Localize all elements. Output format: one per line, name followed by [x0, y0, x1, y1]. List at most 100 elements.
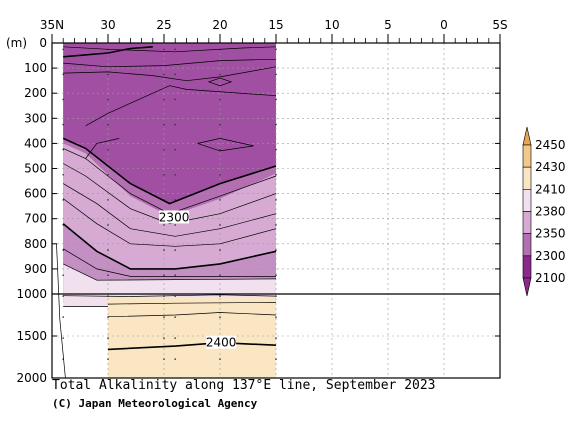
station-dot — [163, 224, 165, 226]
station-dot — [62, 274, 64, 276]
station-dot — [163, 337, 165, 339]
station-dot — [174, 337, 176, 339]
station-dot — [219, 73, 221, 76]
station-dot — [163, 148, 165, 151]
colorbar-segment-2450 — [522, 144, 532, 168]
x-tick-label-5S: 5S — [492, 18, 507, 32]
station-dot — [275, 98, 277, 101]
station-dot — [219, 224, 221, 226]
colorbar-segment-2380 — [522, 211, 532, 234]
band-2410 — [108, 297, 276, 378]
colorbar-top-arrow — [522, 126, 532, 146]
contour-line-5 — [85, 138, 120, 159]
contour-line-19 — [107, 341, 277, 351]
colorbar-segment-2410 — [522, 189, 532, 212]
colorbar-label-2430: 2430 — [535, 160, 566, 174]
x-tick-label-20: 20 — [212, 18, 227, 32]
station-dot — [107, 249, 109, 251]
y-tick-label-300: 300 — [24, 111, 47, 125]
contour-line-3 — [63, 66, 277, 82]
colorbar-label-2100: 2100 — [535, 271, 566, 285]
station-dot — [163, 73, 165, 76]
contour-lines — [56, 46, 277, 379]
no-data-area — [63, 306, 108, 378]
band-2100-upper — [63, 43, 277, 204]
station-dot — [219, 249, 221, 251]
contour-label-bg — [159, 210, 190, 224]
contour-line-4 — [85, 85, 277, 127]
station-dot — [107, 199, 109, 201]
station-dot — [163, 123, 165, 126]
station-dot — [107, 148, 109, 151]
station-dot — [163, 173, 165, 176]
contour-line-6 — [207, 77, 233, 87]
contour-label-2400: 2400 — [206, 336, 237, 350]
station-dot — [219, 123, 221, 126]
contour-line-17 — [107, 302, 277, 305]
station-dot — [174, 48, 176, 51]
colorbar-segment-2350 — [522, 233, 532, 257]
contour-line-11 — [63, 183, 277, 237]
contour-line-1 — [63, 46, 153, 58]
station-dot — [174, 274, 176, 276]
depth-unit-label: (m) — [6, 36, 28, 50]
y-tick-label-100: 100 — [24, 61, 47, 75]
station-dot — [219, 358, 221, 360]
colorbar-label-2350: 2350 — [535, 227, 566, 241]
x-tick-label-25: 25 — [156, 18, 171, 32]
grid-lines — [52, 43, 500, 378]
contour-line-18 — [107, 312, 277, 318]
station-dot — [107, 173, 109, 176]
station-dot — [219, 316, 221, 318]
station-dot — [275, 337, 277, 339]
y-tick-label-800: 800 — [24, 237, 47, 251]
contour-line-0 — [63, 46, 277, 53]
contour-line-14 — [63, 248, 276, 277]
contour-line-16 — [63, 294, 277, 297]
contour-label-bg — [206, 335, 237, 349]
station-dot — [275, 173, 277, 176]
station-dot — [174, 173, 176, 176]
station-dot — [62, 173, 64, 176]
station-dot — [107, 123, 109, 126]
colorbar-label-2450: 2450 — [535, 138, 566, 152]
station-dot — [62, 123, 64, 126]
x-tick-label-5: 5 — [384, 18, 392, 32]
station-dot — [219, 295, 221, 297]
y-tick-label-400: 400 — [24, 136, 47, 150]
station-dot — [219, 173, 221, 176]
colorbar-bottom-arrow — [522, 277, 532, 297]
station-dot — [62, 249, 64, 251]
contour-line-10 — [63, 163, 277, 225]
station-dot — [275, 48, 277, 51]
y-axis-ticks: 0 100 200 300 400 500 600 700 800 900 1000 1500 2000 — [16, 36, 500, 385]
topography-edge — [56, 243, 66, 379]
x-tick-label-15: 15 — [268, 18, 283, 32]
y-tick-label-1000: 1000 — [16, 287, 47, 301]
station-dot — [275, 295, 277, 297]
station-dot — [275, 358, 277, 360]
contour-labels: 2300 2400 — [159, 210, 237, 350]
station-dot — [163, 48, 165, 51]
contour-line-13 — [62, 223, 277, 270]
station-dot — [174, 316, 176, 318]
colorbar-label-2380: 2380 — [535, 205, 566, 219]
chart-title: Total Alkalinity along 137°E line, Septe… — [52, 378, 436, 393]
x-tick-label-30: 30 — [100, 18, 115, 32]
contour-line-2 — [63, 58, 277, 68]
station-dot — [174, 224, 176, 226]
station-dot — [163, 316, 165, 318]
station-dot — [62, 148, 64, 151]
station-dot — [107, 274, 109, 276]
y-tick-label-0: 0 — [39, 36, 47, 50]
colorbar-segment-2300 — [522, 255, 532, 279]
x-tick-label-10: 10 — [324, 18, 339, 32]
station-dot — [163, 249, 165, 251]
station-dot — [62, 98, 64, 101]
chart-credit: (C) Japan Meteorological Agency — [52, 397, 258, 410]
station-dot — [275, 73, 277, 76]
y-tick-label-200: 200 — [24, 86, 47, 100]
station-dot — [107, 337, 109, 339]
contour-line-12 — [62, 198, 277, 247]
